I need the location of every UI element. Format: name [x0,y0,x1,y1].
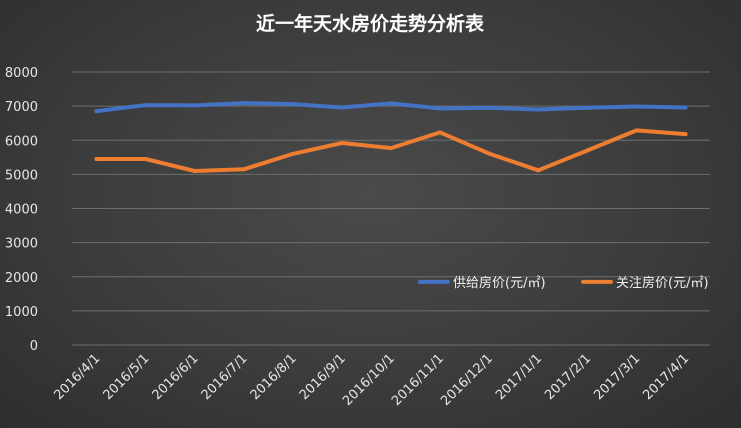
y-tick-label: 1000 [5,305,38,320]
x-tick-label: 2017/4/1 [640,351,692,403]
data-point [438,106,443,111]
y-tick-label: 7000 [5,100,38,115]
x-tick-label: 2016/5/1 [101,351,153,403]
data-point [192,103,197,108]
chart-title: 近一年天水房价走势分析表 [256,12,485,35]
data-point [94,109,99,114]
y-axis-ticks: 0 1000 2000 3000 4000 5000 6000 7000 8000 [5,66,38,354]
x-tick-label: 2016/7/1 [199,351,251,403]
x-tick-label: 2016/6/1 [150,351,202,403]
data-point [290,102,295,107]
data-point [339,105,344,110]
data-point [683,132,688,137]
data-point [241,167,246,172]
data-point [94,157,99,162]
data-point [143,103,148,108]
data-point [634,128,639,133]
y-tick-label: 0 [30,339,38,354]
x-tick-label: 2016/8/1 [248,351,300,403]
gridlines [72,71,710,346]
data-point [487,151,492,156]
data-point [290,151,295,156]
x-tick-label: 2016/4/1 [51,351,103,403]
x-tick-label: 2016/10/1 [340,351,398,409]
x-tick-label: 2017/2/1 [542,351,594,403]
y-tick-label: 5000 [5,168,38,183]
legend-label: 供给房价(元/㎡) [453,275,546,291]
y-tick-label: 6000 [5,134,38,149]
x-tick-label: 2016/9/1 [297,351,349,403]
x-tick-label: 2017/3/1 [591,351,643,403]
series-lines [94,101,688,173]
x-tick-label: 2016/11/1 [389,351,447,409]
y-tick-label: 4000 [5,203,38,218]
data-point [487,105,492,110]
data-point [536,107,541,112]
data-point [634,104,639,109]
data-point [585,105,590,110]
data-point [389,146,393,151]
series-line-1 [94,128,688,173]
data-point [438,130,443,135]
x-tick-label: 2017/1/1 [493,351,545,403]
data-point [683,105,688,110]
data-point [585,148,590,153]
legend-label: 关注房价(元/㎡) [616,275,709,291]
data-point [389,101,393,106]
y-tick-label: 2000 [5,271,38,286]
data-point [143,157,148,162]
data-point [192,168,197,173]
y-tick-label: 8000 [5,66,38,81]
x-axis-ticks: 2016/4/12016/5/12016/6/12016/7/12016/8/1… [51,351,692,409]
x-tick-label: 2016/12/1 [438,351,496,409]
y-tick-label: 3000 [5,237,38,252]
data-point [241,101,246,106]
legend: 供给房价(元/㎡) 关注房价(元/㎡) [418,275,709,291]
data-point [339,140,344,145]
data-point [536,168,541,173]
